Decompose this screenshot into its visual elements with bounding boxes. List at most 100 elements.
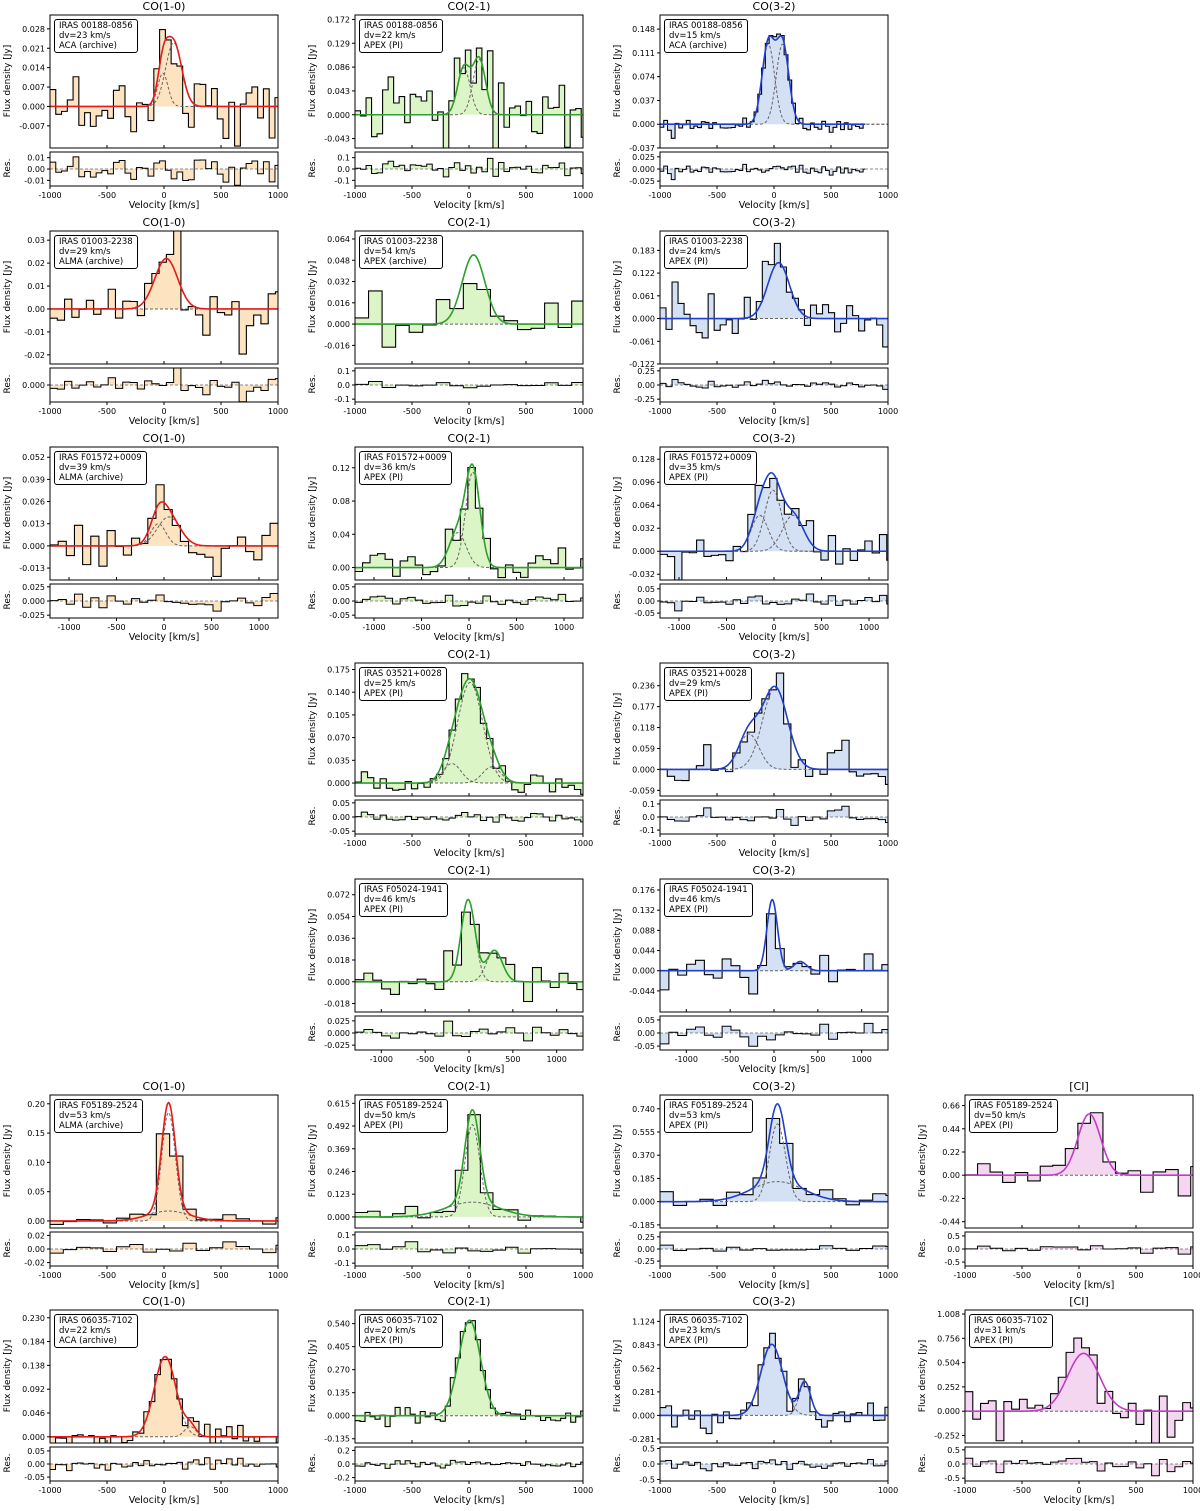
- residual-axis-label: Res.: [308, 1453, 318, 1473]
- spectrum-panel: CO(2-1) 0.175 0.140 0.105 0.070 0.035 0.000 0.0…: [305, 648, 603, 864]
- panel-title: CO(2-1): [447, 648, 491, 661]
- spectrum-histogram: [965, 1112, 1193, 1197]
- legend-source: IRAS F05189-2524: [974, 1101, 1053, 1111]
- y-tick-label: 0.059: [632, 744, 655, 753]
- x-tick-label: -500: [107, 623, 125, 632]
- y-tick-label: 0.000: [327, 1412, 350, 1421]
- panel-title: CO(1-0): [142, 432, 186, 445]
- residual-fill: [355, 594, 583, 606]
- residual-fill: [660, 806, 888, 826]
- spectrum-panel: CO(3-2) 0.236 0.177 0.118 0.059 0.000 -0.059 0.…: [610, 648, 908, 864]
- spectrum-svg: 0.128 0.096 0.064 0.032 0.000 -0.032 0.05 0.00 -…: [629, 446, 889, 632]
- y-tick-label: 0.135: [327, 1389, 350, 1398]
- y-tick-label: 0.086: [327, 63, 350, 72]
- y-tick-label: 0.072: [327, 891, 350, 900]
- spectrum-panel: [CI] 1.008 0.756 0.504 0.252 0.000 -0.252 0.5 0.…: [915, 1295, 1200, 1511]
- spectrum-panel: CO(3-2) 0.148 0.111 0.074 0.037 0.000 -0.037 0.…: [610, 0, 908, 216]
- legend-dv: dv=29 km/s: [669, 679, 721, 689]
- y-tick-label: 0.246: [327, 1167, 350, 1176]
- residual-axis-label: Res.: [613, 374, 623, 394]
- x-axis-label: Velocity [km/s]: [128, 200, 200, 211]
- spectrum-fill: [355, 673, 583, 795]
- x-tick-label: -500: [403, 407, 421, 416]
- res-y-tick-label: -0.5: [944, 1474, 960, 1483]
- res-y-tick-label: -0.1: [334, 1259, 350, 1268]
- residual-axis-label: Res.: [613, 158, 623, 178]
- spectrum-fill: [660, 913, 888, 994]
- spectrum-fill: [50, 1133, 278, 1225]
- residual-axis-label: Res.: [613, 590, 623, 610]
- panel-title: CO(2-1): [447, 864, 491, 877]
- y-tick-label: 0.014: [22, 64, 45, 73]
- spectrum-svg: 0.052 0.039 0.026 0.013 0.000 -0.013 0.025 0.00…: [19, 446, 279, 632]
- res-y-tick-label: 0.000: [327, 1029, 350, 1038]
- x-tick-label: -500: [403, 1486, 421, 1495]
- res-y-tick-label: 0.025: [327, 1017, 350, 1026]
- x-tick-label: -500: [416, 1055, 434, 1064]
- x-tick-label: 500: [213, 1486, 228, 1495]
- x-tick-label: 1000: [878, 1271, 898, 1280]
- res-y-tick-label: 0.00: [27, 165, 45, 174]
- res-y-tick-label: 0.00: [637, 381, 655, 390]
- source-legend: IRAS 06035-7102 dv=23 km/s APEX (PI): [664, 1314, 748, 1348]
- y-tick-label: 0.252: [937, 1383, 960, 1392]
- spectrum-fill: [660, 673, 888, 785]
- residual-axis-label: Res.: [308, 806, 318, 826]
- x-tick-label: 500: [823, 839, 838, 848]
- res-y-tick-label: 0.0: [642, 1460, 655, 1469]
- legend-telescope: ACA (archive): [59, 1336, 117, 1346]
- res-y-tick-label: -0.25: [634, 1257, 655, 1266]
- y-tick-label: 0.843: [632, 1341, 655, 1350]
- fit-model-line: [50, 501, 278, 547]
- y-tick-label: -0.013: [19, 564, 45, 573]
- res-y-tick-label: -0.05: [634, 609, 655, 618]
- panel-title: CO(3-2): [752, 1080, 796, 1093]
- legend-dv: dv=50 km/s: [364, 1111, 416, 1121]
- y-tick-label: 0.05: [27, 1188, 45, 1197]
- legend-dv: dv=53 km/s: [669, 1111, 721, 1121]
- spectrum-panel: CO(2-1) 0.172 0.129 0.086 0.043 0.000 -0.043 0.…: [305, 0, 603, 216]
- spectrum-svg: 0.175 0.140 0.105 0.070 0.035 0.000 0.05 0.00 -0…: [327, 662, 593, 848]
- spectrum-panel: CO(3-2) 0.128 0.096 0.064 0.032 0.000 -0.032 0.…: [610, 432, 908, 648]
- y-tick-label: 0.000: [327, 111, 350, 120]
- fit-model-line: [355, 677, 583, 784]
- legend-dv: dv=23 km/s: [669, 1326, 721, 1336]
- y-tick-label: 0.132: [632, 906, 655, 915]
- spectrum-fill: [355, 48, 583, 148]
- y-axis-label: Flux density [Jy]: [613, 476, 623, 549]
- y-tick-label: -0.44: [939, 1218, 960, 1227]
- y-tick-label: 0.032: [327, 278, 350, 287]
- y-tick-label: 0.22: [942, 1148, 960, 1157]
- x-tick-label: 500: [518, 1271, 533, 1280]
- spectrum-fill: [50, 1359, 278, 1443]
- y-tick-label: -0.02: [24, 351, 45, 360]
- residual-fill: [355, 381, 583, 388]
- spectrum-svg: 0.740 0.555 0.370 0.185 0.000 -0.185 0.25 0.00 -…: [629, 1094, 898, 1280]
- spectrum-svg: 0.1830.1220.0610.000-0.061-0.1220.250.00…: [629, 230, 898, 416]
- source-legend: IRAS 01003-2238 dv=29 km/s ALMA (archive): [54, 235, 138, 269]
- residual-histogram: [355, 1459, 583, 1469]
- x-tick-label: 0: [161, 191, 166, 200]
- x-axis-label: Velocity [km/s]: [433, 200, 505, 211]
- x-tick-label: 0: [466, 407, 471, 416]
- legend-dv: dv=24 km/s: [669, 247, 721, 257]
- residual-axis-label: Res.: [308, 158, 318, 178]
- spectrum-svg: 0.028 0.021 0.014 0.007 0.000 -0.007 0.01 0.00 -…: [19, 14, 288, 200]
- x-tick-label: -1000: [38, 407, 61, 416]
- legend-source: IRAS 00188-0856: [59, 21, 133, 31]
- y-tick-label: 0.118: [632, 724, 655, 733]
- y-tick-label: 0.44: [942, 1125, 960, 1134]
- res-y-tick-label: 0.00: [637, 1029, 655, 1038]
- res-y-tick-label: 0.1: [337, 154, 350, 163]
- x-tick-label: -1000: [343, 1271, 366, 1280]
- legend-telescope: APEX (PI): [974, 1336, 1014, 1346]
- residual-axis-label: Res.: [308, 1022, 318, 1042]
- y-tick-label: 0.176: [632, 886, 655, 895]
- source-legend: IRAS F05189-2524 dv=53 km/s APEX (PI): [664, 1099, 753, 1133]
- x-tick-label: 1000: [878, 1486, 898, 1495]
- x-tick-label: -500: [1013, 1486, 1031, 1495]
- spectrum-fill: [965, 1338, 1193, 1443]
- y-tick-label: 0.20: [27, 1100, 45, 1109]
- y-axis-label: Flux density [Jy]: [3, 260, 13, 333]
